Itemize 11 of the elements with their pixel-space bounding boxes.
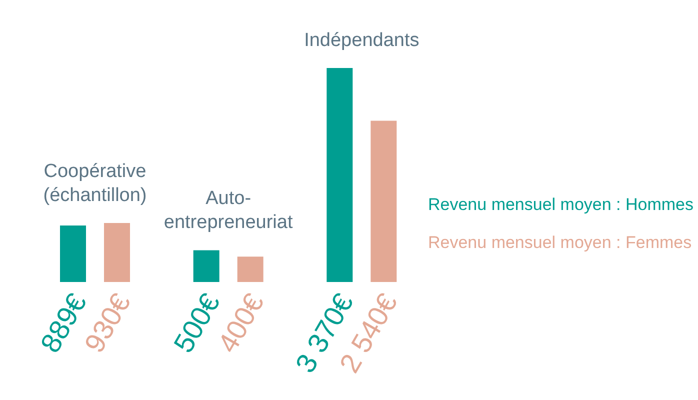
bar <box>104 222 130 282</box>
bar <box>237 256 264 282</box>
bar <box>60 226 86 282</box>
x-tick-label: Coopérative (échantillon) <box>43 160 147 206</box>
x-tick-label: Auto-entrepreneuriat <box>164 188 294 234</box>
bar <box>193 250 220 282</box>
series-label: Revenu mensuel moyen : Femmes <box>428 232 693 254</box>
bar <box>370 120 397 282</box>
text: Revenu mensuel moyen : Hommes <box>428 194 695 216</box>
bar <box>326 68 353 282</box>
x-tick-label: Indépendants <box>304 30 420 51</box>
